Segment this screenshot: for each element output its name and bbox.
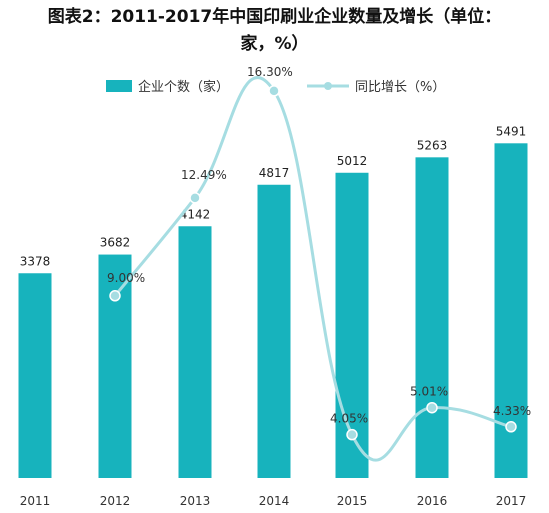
- x-tick-label-2016: 2016: [417, 494, 448, 508]
- legend-line-marker: [324, 81, 332, 90]
- legend-bar-label: 企业个数（家）: [138, 80, 230, 95]
- legend: 企业个数（家） 同比增长（%）: [0, 76, 549, 96]
- legend-item-bars: 企业个数（家）: [106, 76, 229, 95]
- bar-2016: [415, 157, 449, 478]
- legend-line-label: 同比增长（%）: [355, 80, 446, 95]
- chart-title-line1: 图表2：2011-2017年中国印刷业企业数量及增长（单位：: [47, 7, 502, 27]
- x-tick-label-2015: 2015: [337, 494, 368, 508]
- bar-value-label-2011: 3378: [20, 254, 51, 268]
- x-tick-label-2014: 2014: [259, 494, 290, 508]
- growth-value-label-2015: 4.05%: [330, 412, 368, 426]
- chart-title: 图表2：2011-2017年中国印刷业企业数量及增长（单位： 家，%）: [0, 4, 549, 58]
- chart-title-line2: 家，%）: [240, 34, 309, 54]
- bar-value-label-2015: 5012: [337, 154, 368, 168]
- growth-marker-2012: [109, 290, 121, 302]
- growth-marker-2016: [426, 401, 438, 414]
- growth-marker-2013: [189, 192, 201, 204]
- bar-2013: [178, 226, 212, 478]
- legend-line-swatch: [307, 81, 349, 90]
- growth-marker-2017: [505, 421, 517, 433]
- growth-value-label-2016: 5.01%: [410, 385, 448, 399]
- bar-value-label-2017: 5491: [496, 124, 527, 138]
- growth-value-label-2014: 16.30%: [247, 65, 293, 79]
- x-tick-label-2017: 2017: [496, 494, 527, 508]
- growth-value-label-2012: 9.00%: [107, 271, 145, 285]
- growth-value-label-2017: 4.33%: [493, 404, 531, 418]
- bar-value-label-2012: 3682: [100, 236, 131, 250]
- bar-2012: [98, 254, 132, 478]
- growth-marker-2014: [268, 85, 280, 97]
- bar-value-label-2013: 4142: [180, 207, 211, 221]
- bar-value-label-2014: 4817: [259, 166, 290, 180]
- x-tick-label-2011: 2011: [20, 494, 51, 508]
- x-tick-label-2012: 2012: [100, 494, 131, 508]
- bar-2015: [335, 172, 369, 478]
- growth-value-label-2013: 12.49%: [181, 168, 227, 182]
- bar-2014: [257, 184, 291, 478]
- legend-item-line: 同比增长（%）: [307, 76, 445, 95]
- growth-line: [113, 76, 513, 462]
- bar-2011: [18, 273, 52, 478]
- bar-value-label-2016: 5263: [417, 138, 448, 152]
- growth-marker-2015: [346, 428, 358, 441]
- x-tick-label-2013: 2013: [180, 494, 211, 508]
- legend-bar-swatch: [106, 79, 132, 92]
